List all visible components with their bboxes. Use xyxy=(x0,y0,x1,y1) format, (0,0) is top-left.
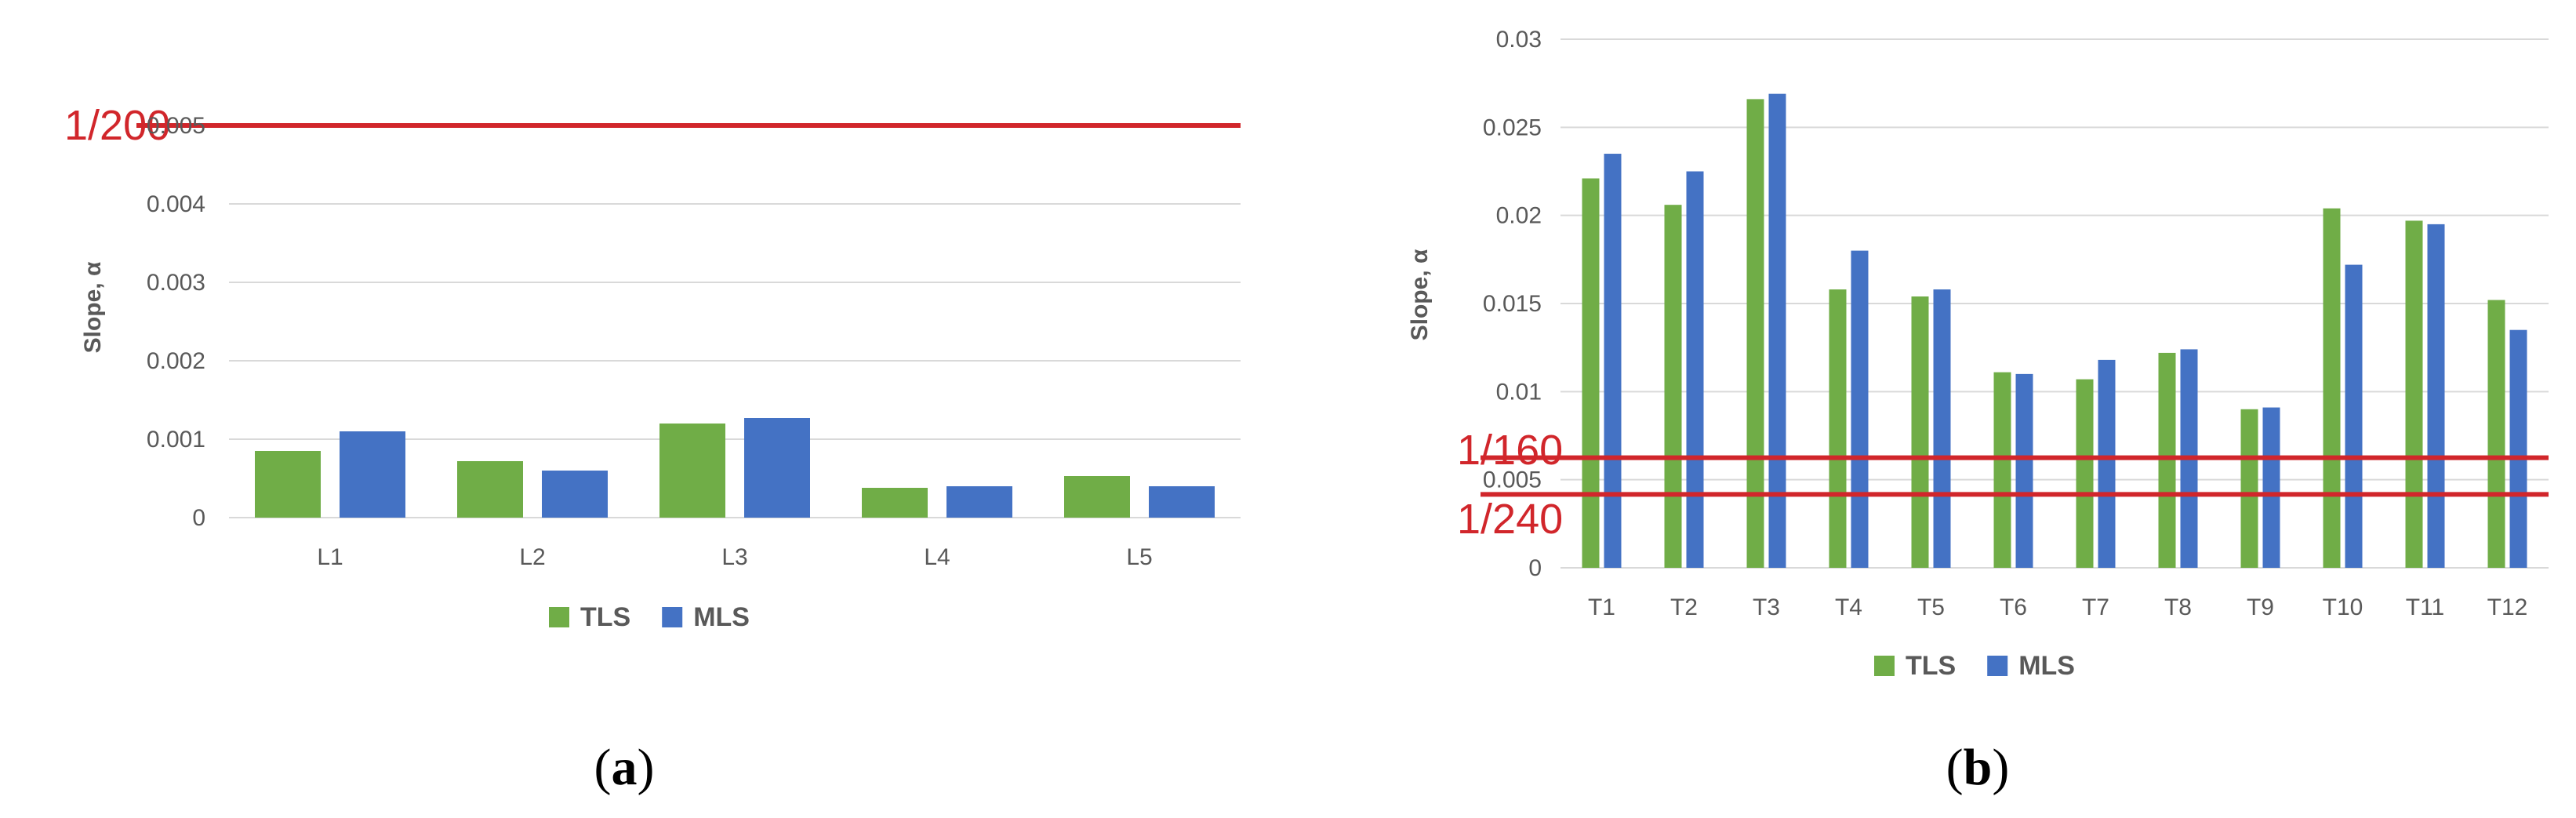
x-tick-label: L1 xyxy=(317,544,343,570)
panel-b-label: (b) xyxy=(1946,739,2010,796)
bar-tls-t12 xyxy=(2487,300,2505,568)
bar-mls-t1 xyxy=(1604,154,1622,569)
bar-mls-l1 xyxy=(340,431,405,518)
x-tick-label: T11 xyxy=(2406,594,2444,620)
bar-mls-t3 xyxy=(1768,93,1786,568)
legend-label-mls: MLS xyxy=(2018,651,2075,681)
legend-swatch-mls xyxy=(1987,656,2008,676)
y-tick-label: 0.02 xyxy=(1496,203,1542,229)
bar-tls-l1 xyxy=(255,451,321,518)
bar-tls-l2 xyxy=(457,461,523,518)
y-tick-label: 0.002 xyxy=(147,348,205,374)
bar-mls-t11 xyxy=(2427,224,2445,568)
bar-mls-t9 xyxy=(2262,407,2280,568)
bar-tls-l3 xyxy=(659,424,725,518)
x-tick-label: T7 xyxy=(2082,594,2109,620)
legend-label-tls: TLS xyxy=(580,602,630,632)
y-tick-label: 0.01 xyxy=(1496,379,1542,405)
panel-a-legend: TLS MLS xyxy=(549,602,750,632)
y-tick-label: 0.004 xyxy=(147,191,205,217)
bar-tls-l4 xyxy=(862,488,928,518)
x-tick-label: T4 xyxy=(1835,594,1862,620)
bar-tls-t1 xyxy=(1582,178,1600,568)
legend-label-tls: TLS xyxy=(1906,651,1956,681)
bar-tls-t6 xyxy=(1993,372,2011,568)
bar-mls-t4 xyxy=(1851,250,1869,568)
bar-mls-t2 xyxy=(1686,171,1704,568)
bar-mls-t10 xyxy=(2345,264,2363,568)
bar-tls-t4 xyxy=(1829,289,1847,568)
bar-tls-t8 xyxy=(2158,352,2176,568)
y-tick-label: 0.015 xyxy=(1483,291,1542,317)
y-tick-label: 0.005 xyxy=(147,113,205,139)
bar-tls-t3 xyxy=(1746,99,1764,569)
bar-tls-t5 xyxy=(1911,296,1929,568)
panel-a-y-tick-labels: 0 0.001 0.002 0.003 0.004 0.005 xyxy=(147,113,205,531)
bar-mls-l2 xyxy=(542,471,608,518)
panel-b-gridlines xyxy=(1560,38,2549,569)
x-tick-label: T8 xyxy=(2164,594,2192,620)
panel-b-legend: TLS MLS xyxy=(1874,651,2075,681)
x-tick-label: L5 xyxy=(1126,544,1152,570)
y-tick-label: 0.005 xyxy=(1483,467,1542,493)
x-tick-label: T3 xyxy=(1753,594,1780,620)
bar-tls-t7 xyxy=(2076,379,2094,568)
bar-tls-t11 xyxy=(2405,220,2423,568)
x-tick-label: T1 xyxy=(1588,594,1615,620)
legend-label-mls: MLS xyxy=(693,602,750,632)
bar-mls-l3 xyxy=(744,418,810,518)
bar-mls-t6 xyxy=(2015,373,2033,568)
panel-b-y-axis-title: Slope, α xyxy=(1407,249,1433,340)
panel-a-label: (a) xyxy=(594,739,655,796)
panel-a-x-tick-labels: L1 L2 L3 L4 L5 xyxy=(317,544,1152,570)
bar-tls-t10 xyxy=(2323,208,2341,568)
panel-b-y-tick-labels: 0 0.005 0.01 0.015 0.02 0.025 0.03 xyxy=(1483,27,1542,581)
x-tick-label: T10 xyxy=(2323,594,2363,620)
reference-line-label: 1/240 xyxy=(1457,496,1563,543)
y-tick-label: 0.025 xyxy=(1483,115,1542,140)
x-tick-label: T5 xyxy=(1917,594,1945,620)
reference-line-label: 1/200 xyxy=(64,102,170,149)
x-tick-label: T12 xyxy=(2487,594,2528,620)
legend-swatch-tls xyxy=(549,607,569,627)
y-tick-label: 0 xyxy=(192,505,205,531)
y-tick-label: 0.003 xyxy=(147,270,205,296)
bar-tls-l5 xyxy=(1064,476,1130,518)
bar-mls-t7 xyxy=(2098,359,2116,568)
bar-mls-t12 xyxy=(2509,329,2527,568)
panel-b-x-tick-labels: T1 T2 T3 T4 T5 T6 T7 T8 T9 T10 T11 T12 xyxy=(1588,594,2527,620)
x-tick-label: T9 xyxy=(2247,594,2274,620)
bar-mls-l5 xyxy=(1149,486,1215,518)
panel-a-y-axis-title: Slope, α xyxy=(80,261,106,353)
legend-swatch-mls xyxy=(662,607,683,627)
y-tick-label: 0 xyxy=(1528,555,1542,581)
x-tick-label: T2 xyxy=(1670,594,1698,620)
panel-a-reference-lines: 1/200 xyxy=(64,102,1241,149)
bar-tls-t9 xyxy=(2240,409,2258,568)
panel-b-reference-lines: 1/160 1/240 xyxy=(1457,427,2549,543)
y-tick-label: 0.03 xyxy=(1496,27,1542,53)
panel-b-bars xyxy=(1582,93,2527,569)
x-tick-label: L2 xyxy=(519,544,545,570)
x-tick-label: T6 xyxy=(2000,594,2027,620)
reference-line-label: 1/160 xyxy=(1457,427,1563,474)
legend-swatch-tls xyxy=(1874,656,1895,676)
x-tick-label: L3 xyxy=(721,544,747,570)
bar-tls-t2 xyxy=(1664,205,1682,568)
x-tick-label: L4 xyxy=(924,544,950,570)
bar-mls-l4 xyxy=(946,486,1012,518)
bar-mls-t5 xyxy=(1933,289,1951,568)
y-tick-label: 0.001 xyxy=(147,427,205,453)
panel-a-bars xyxy=(255,418,1215,518)
